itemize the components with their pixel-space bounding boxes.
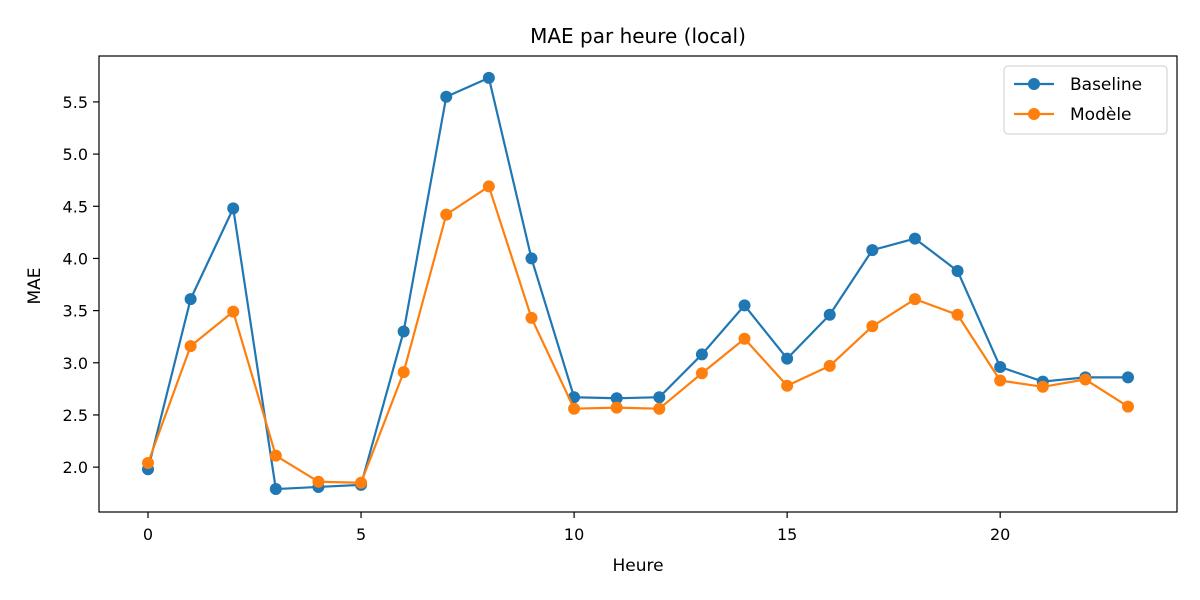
legend-marker xyxy=(1028,78,1040,90)
y-tick-label: 5.0 xyxy=(63,145,88,164)
y-axis-label: MAE xyxy=(25,267,45,304)
data-point-baseline xyxy=(482,71,495,84)
data-point-modele xyxy=(738,332,751,345)
data-point-baseline xyxy=(823,308,836,321)
y-tick-label: 2.5 xyxy=(63,406,88,425)
x-tick-label: 5 xyxy=(356,525,366,544)
data-point-baseline xyxy=(653,391,666,404)
data-point-modele xyxy=(568,402,581,415)
y-tick-label: 3.0 xyxy=(63,354,88,373)
data-point-modele xyxy=(355,476,368,489)
data-point-modele xyxy=(482,180,495,193)
data-point-baseline xyxy=(908,232,921,245)
data-point-baseline xyxy=(695,348,708,361)
data-point-baseline xyxy=(440,90,453,103)
data-point-modele xyxy=(994,374,1007,387)
x-tick-label: 20 xyxy=(990,525,1010,544)
data-point-baseline xyxy=(397,325,410,338)
chart-title: MAE par heure (local) xyxy=(530,24,746,48)
data-point-modele xyxy=(653,402,666,415)
data-point-baseline xyxy=(866,244,879,257)
y-tick-label: 5.5 xyxy=(63,93,88,112)
data-point-modele xyxy=(781,379,794,392)
legend-label: Baseline xyxy=(1070,75,1142,95)
series-line-baseline xyxy=(146,76,1128,491)
legend-label: Modèle xyxy=(1070,105,1132,125)
y-tick-label: 4.0 xyxy=(63,249,88,268)
data-point-modele xyxy=(823,359,836,372)
data-point-baseline xyxy=(781,352,794,365)
y-tick-label: 3.5 xyxy=(63,302,88,321)
data-point-baseline xyxy=(1122,371,1134,384)
data-point-baseline xyxy=(269,483,282,496)
data-point-baseline xyxy=(610,392,623,405)
data-point-modele xyxy=(440,208,453,221)
plot-frame xyxy=(98,55,1178,513)
x-tick-label: 10 xyxy=(564,525,584,544)
y-tick-label: 4.5 xyxy=(63,197,88,216)
data-point-modele xyxy=(184,340,197,353)
data-point-modele xyxy=(908,293,921,306)
data-point-baseline xyxy=(525,252,538,265)
data-point-modele xyxy=(525,311,538,324)
data-point-baseline xyxy=(994,360,1007,373)
legend-marker xyxy=(1028,108,1040,120)
data-point-modele xyxy=(269,449,282,462)
x-axis-label: Heure xyxy=(612,556,663,576)
data-point-baseline xyxy=(227,202,240,215)
data-point-baseline xyxy=(951,264,964,277)
data-point-modele xyxy=(1036,380,1049,393)
data-point-modele xyxy=(610,401,623,414)
data-point-baseline xyxy=(184,293,197,306)
data-point-modele xyxy=(866,320,879,333)
legend: Baseline Modèle xyxy=(1003,65,1168,135)
x-tick-label: 0 xyxy=(143,525,153,544)
data-point-modele xyxy=(227,305,240,318)
data-point-modele xyxy=(397,366,410,379)
y-tick-label: 2.0 xyxy=(63,458,88,477)
series-line-modele xyxy=(146,185,1129,484)
plot-area: 0 5 10 15 20 2.0 2.5 3.0 3.5 4.0 4.5 5.0 5.5 xyxy=(63,55,1178,544)
x-tick-label: 15 xyxy=(777,525,797,544)
data-point-modele xyxy=(1079,373,1092,386)
data-point-modele xyxy=(142,456,154,469)
data-point-baseline xyxy=(738,299,751,312)
data-point-modele xyxy=(951,308,964,321)
data-point-modele xyxy=(1122,400,1134,413)
data-point-modele xyxy=(695,367,708,380)
data-point-modele xyxy=(312,475,325,488)
